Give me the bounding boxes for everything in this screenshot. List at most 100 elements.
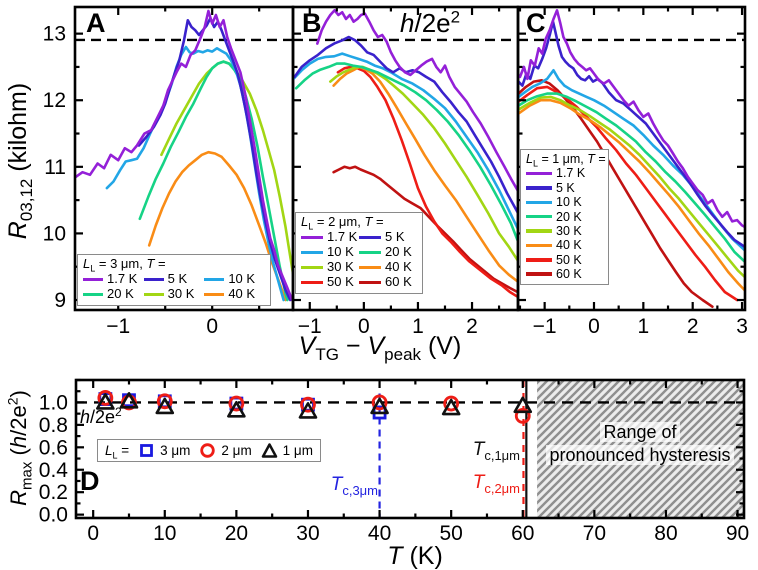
legend-title: LL = [105,442,130,461]
legend-line-swatch [204,277,225,282]
marker-circle [300,396,316,413]
hysteresis-annotation-line1: Range of [535,422,745,443]
legend-marker-circle-icon [200,443,216,458]
legend-entry-30-k: 30 K [526,224,603,238]
top-y-axis-title: R03,12 (kilohm) [4,82,36,240]
legend-line-swatch [83,292,103,297]
marker-triangle [227,400,246,418]
marker-circle [371,394,388,411]
tick-label: 0.4 [39,459,69,482]
curve-30k [328,65,517,262]
legend-line-swatch [204,292,225,297]
legend-entry-label: 1 μm [282,442,313,458]
legend-entry-3-μm: 3 μm [138,442,190,459]
legend-entry-label: 30 K [167,285,195,301]
tick-label: 90 [726,522,749,545]
legend-entry-label: 20 K [385,243,412,259]
legend-panel-b: LL = 2 μm, T = 1.7 K 5 K 10 K 20 K 30 K 40 K 50… [295,212,423,294]
tick-label: 20 [225,522,248,545]
curve-30k [160,60,292,275]
legend-title: LL = 1 μm, T = [526,152,606,169]
legend-title: LL = 3 μm, T = [83,256,166,274]
legend-line-swatch [526,229,552,233]
curve-17k [519,9,744,228]
curve-50k [519,85,739,302]
marker-circle [97,390,114,406]
legend-marker-square-icon [140,444,154,457]
tick-label: 0 [358,315,370,338]
legend-entry-50-k: 50 K [301,274,359,290]
marker-circle [228,395,245,412]
legend-entry-10-k: 10 K [301,244,359,260]
panel-d-label: D [80,466,100,496]
tick-label: 0.0 [39,504,68,527]
curve-50k [336,65,517,298]
legend-line-swatch [359,280,381,284]
legend-entry-label: 30 K [556,223,582,238]
legend-entry-60-k: 60 K [359,273,417,290]
curve-40k [332,65,517,283]
marker-triangle [155,397,175,415]
tick-label: 0 [588,315,600,338]
curve-20k [294,62,517,242]
legend-line-swatch [143,277,164,282]
tick-label: −1 [533,315,557,338]
bottom-y-axis-title: Rmax (h/2e2) [4,390,36,506]
quantum-resistance-label-b: h/2e2 [400,7,461,38]
tick-label: 1 [637,315,649,338]
legend-entry-40-k: 40 K [359,258,417,275]
legend-entry-label: 50 K [556,252,582,267]
tick-label: 0.6 [39,436,68,459]
legend-line-swatch [359,265,381,269]
legend-entry-label: 40 K [228,285,256,301]
legend-line-swatch [526,272,552,276]
marker-triangle [96,393,115,410]
panel-c: −1 0 1 2 3 [516,5,748,338]
legend-line-swatch [359,250,381,255]
curve-60k [519,79,714,309]
tick-label: 10 [153,522,176,545]
tick-label: 1 [412,315,424,338]
panel-a: −1 0 9 10 11 12 13 [43,5,295,338]
legend-line-swatch [143,292,164,297]
legend-entry-50-k: 50 K [526,253,603,267]
legend-entry-label: 60 K [556,267,582,281]
marker-triangle [119,392,139,409]
legend-line-swatch [526,186,552,190]
legend-title: LL = 2 μm, T = [301,214,384,232]
tick-label: 3 [736,315,748,338]
tick-label: 0.2 [39,481,68,504]
tick-label: 9 [54,289,66,312]
tick-label: −1 [106,315,130,338]
curve-5k [519,20,744,248]
legend-entry-1.7-k: 1.7 K [526,166,603,180]
legend-entry-60-k: 60 K [526,267,603,281]
legend-line-swatch [526,214,552,219]
marker-triangle [513,396,533,414]
legend-entry-1.7-k: 1.7 K [301,228,359,245]
curve-40k [147,150,287,302]
legend-line-swatch [359,235,381,240]
legend-entry-label: 60 K [385,273,412,289]
legend-panel-a: LL = 3 μm, T = 1.7 K 5 K 10 K 20 K 30 K 40 K [77,254,271,306]
legend-entry-label: 1.7 K [327,228,358,244]
legend-entry-label: 20 K [107,285,134,301]
tick-label: −1 [298,315,322,338]
curve-30k [519,95,744,278]
tick-label: 0 [206,315,218,338]
tick-label: 10 [43,222,66,245]
legend-entry-label: 1.7 K [107,270,138,286]
legend-line-swatch [301,280,323,284]
legend-entry-label: 30 K [327,258,354,274]
legend-entry-5-k: 5 K [359,229,417,245]
legend-entry-1.7-k: 1.7 K [83,270,144,287]
markers-1um [96,392,533,419]
legend-entry-20-k: 20 K [359,243,417,260]
tick-label: 13 [43,23,66,46]
marker-circle [443,395,460,412]
legend-entry-30-k: 30 K [143,285,205,302]
panel-a-label: A [86,8,106,38]
legend-entry-label: 40 K [385,258,412,274]
tick-label: 2 [466,315,478,338]
panel-c-label: C [526,8,546,38]
